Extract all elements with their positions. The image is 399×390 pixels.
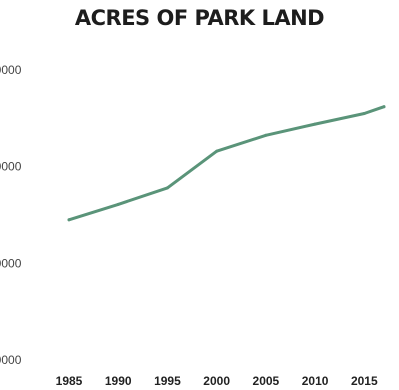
y-tick-label: 40000 [0, 256, 22, 270]
data-point [362, 112, 366, 115]
x-tick-label: 2015 [351, 374, 378, 388]
y-tick-label: 50000 [0, 160, 22, 174]
chart-title: ACRES OF PARK LAND [74, 6, 325, 30]
data-point [313, 122, 317, 126]
series-line [67, 105, 386, 222]
data-point [264, 133, 268, 137]
data-point [165, 186, 169, 190]
data-point [67, 218, 71, 222]
x-tick-label: 2000 [203, 374, 230, 388]
data-point [116, 202, 120, 206]
data-point [382, 105, 386, 109]
x-tick-label: 1995 [154, 374, 181, 388]
y-tick-label: 30000 [0, 353, 22, 367]
data-point [215, 149, 219, 153]
y-tick-label: 60000 [0, 63, 22, 77]
x-tick-label: 1985 [56, 374, 83, 388]
x-tick-label: 2010 [302, 374, 329, 388]
x-tick-label: 2005 [253, 374, 280, 388]
x-tick-label: 1990 [105, 374, 132, 388]
